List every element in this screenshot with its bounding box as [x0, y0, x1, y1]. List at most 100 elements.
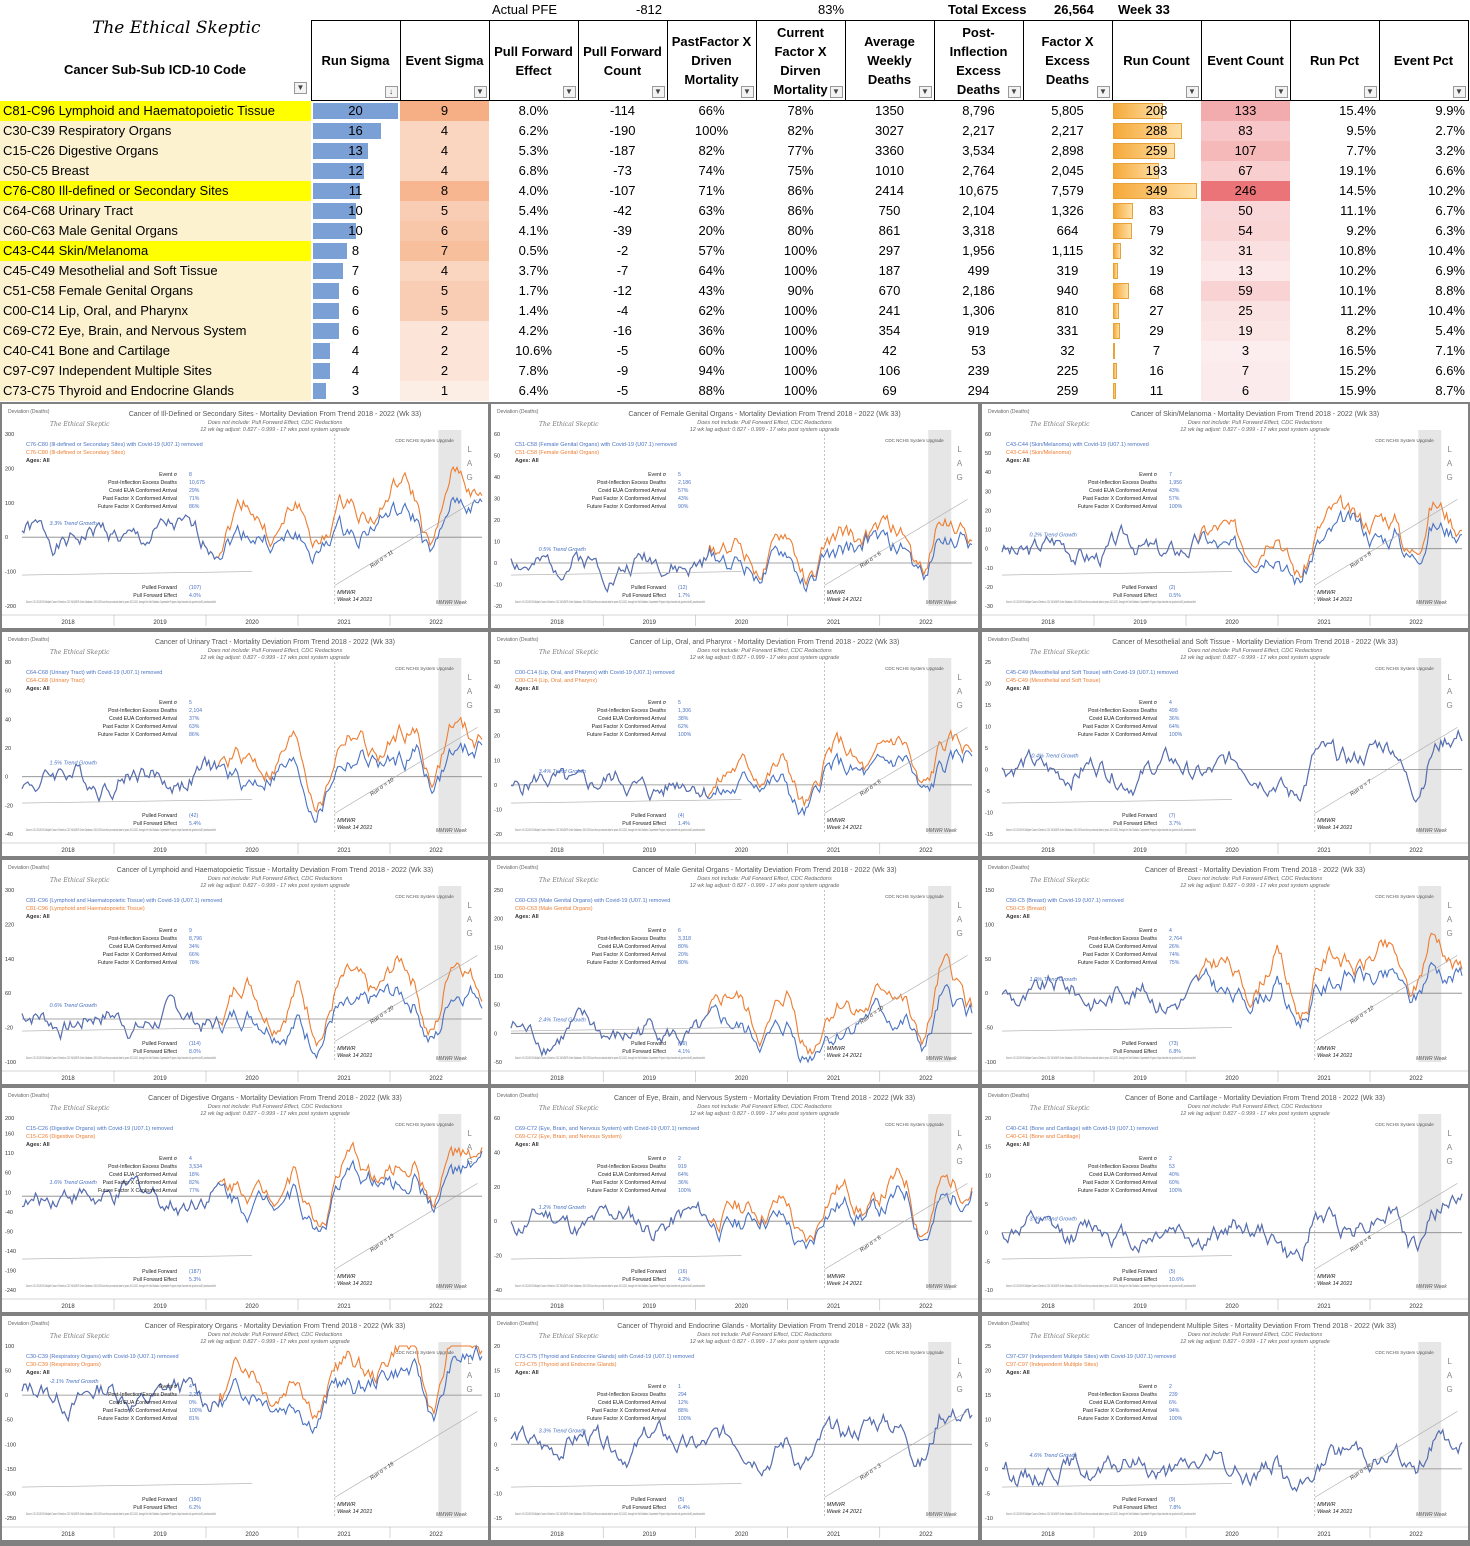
run-count-cell: 259 [1112, 141, 1201, 161]
run-sigma-bar [313, 162, 364, 179]
past-factor-x: 63% [698, 203, 725, 218]
stat-label: Post-Inflection Excess Deaths [1088, 708, 1157, 714]
stat-value: 1,306 [678, 708, 691, 714]
filter-dropdown[interactable]: ▼ [1452, 86, 1466, 98]
row-label: C69-C72 Eye, Brain, and Nervous System [0, 320, 311, 341]
filter-dropdown[interactable]: ▼ [562, 86, 576, 98]
total-excess-label: Total Excess [948, 2, 1027, 17]
stat-value: 12% [678, 1400, 689, 1406]
x-year-label: 2019 [1133, 1532, 1147, 1538]
system-upgrade-note: CDC NCHS System Upgrade [1375, 894, 1434, 899]
run-sigma-prefix: Run σ = [369, 781, 390, 798]
run-sigma-prefix: Run σ = [859, 1237, 880, 1254]
past-factor-x: 71% [698, 183, 725, 198]
stat-value: 2 [678, 1156, 681, 1162]
run-count-cell: 349 [1112, 181, 1201, 201]
legend-series-orange: C81-C96 (Lymphoid and Haematopoietic Tis… [26, 906, 145, 912]
filter-dropdown[interactable]: ▼ [473, 86, 487, 98]
factor-x-excess: 2,898 [1051, 143, 1084, 158]
trend-growth-label: 0.2% Trend Growth [1030, 533, 1077, 539]
x-year-label: 2021 [827, 1304, 841, 1310]
summary-table: Run Sigma ↓ Event Sigma ▼ Pull Forward Effec… [0, 20, 1469, 401]
source-note: Source: US CDC/NCHS Multiple Cause of De… [515, 600, 705, 604]
run-sigma-bar [313, 342, 330, 359]
event-sigma-heat [400, 140, 489, 161]
x-year-label: 2021 [337, 1076, 351, 1082]
event-pct: 8.8% [1435, 283, 1465, 298]
pull-forward-effect-label: Pull Forward Effect [1113, 1049, 1157, 1055]
filter-dropdown[interactable]: ↓ [384, 86, 398, 98]
run-sigma-cell: 13 [311, 141, 400, 161]
stat-value: 1,956 [1169, 480, 1182, 486]
chart-title: Cancer of Skin/Melanoma - Mortality Devi… [1131, 411, 1379, 418]
event-count-heat [1201, 220, 1290, 241]
filter-dropdown[interactable]: ▼ [651, 86, 665, 98]
filter-dropdown[interactable]: ▼ [829, 86, 843, 98]
pull-forward-effect-value: 4.1% [678, 1049, 690, 1055]
stat-value: 86% [189, 732, 200, 738]
filter-dropdown[interactable]: ▼ [1007, 86, 1021, 98]
event-count-cell: 67 [1201, 160, 1290, 181]
actual-pfe-label: Actual PFE [492, 2, 558, 17]
stat-value: 100% [678, 1188, 692, 1194]
run-pct: 10.1% [1339, 283, 1376, 298]
table-row: C45-C49 Mesothelial and Soft Tissue 7 4 3.7… [0, 260, 1468, 281]
column-header-label: Pull Forward Effect [494, 43, 573, 78]
stat-label: Event σ [159, 1384, 178, 1390]
mmwr-label: MMWR [337, 818, 355, 824]
x-year-label: 2019 [153, 620, 167, 626]
lag-letter: G [956, 473, 962, 482]
chart-brand: The Ethical Skeptic [1030, 877, 1090, 884]
x-year-label: 2018 [550, 1532, 564, 1538]
event-sigma-value: 2 [440, 363, 449, 378]
chart-title: Cancer of Bone and Cartilage - Mortality… [1125, 1095, 1385, 1102]
filter-dropdown[interactable]: ▼ [918, 86, 932, 98]
lag-letter: A [1447, 687, 1453, 696]
trend-growth-label: 1.2% Trend Growth [539, 1205, 586, 1211]
lag-letter: G [466, 929, 472, 938]
pull-forward-effect: 8.0% [518, 103, 549, 119]
event-sigma-heat [400, 320, 489, 341]
filter-dropdown-code[interactable]: ▼ [294, 82, 307, 94]
x-year-label: 2020 [735, 1304, 749, 1310]
factor-x-excess: 940 [1056, 283, 1079, 298]
event-sigma-cell: 5 [400, 280, 489, 301]
pulled-forward-value: (9) [1169, 1497, 1176, 1503]
series-line-blue [1001, 961, 1463, 1030]
stat-value: 2,104 [189, 708, 202, 714]
lag-letter: L [1447, 673, 1452, 682]
past-factor-x: 74% [698, 163, 725, 178]
filter-dropdown[interactable]: ▼ [1274, 86, 1288, 98]
y-axis-label: Deviation (Deaths) [497, 1093, 539, 1099]
y-tick-label: -140 [5, 1249, 16, 1255]
pull-forward-count: -5 [616, 343, 629, 358]
mmwr-week-label: Week 14 2021 [827, 597, 862, 603]
filter-dropdown[interactable]: ▼ [1185, 86, 1199, 98]
stat-label: Event σ [1139, 472, 1158, 478]
chart-subtitle: 12 wk lag adjust: 0.827 - 0.999 - 17 wks… [690, 1111, 840, 1117]
stat-value: 80% [678, 960, 689, 966]
chart-brand: The Ethical Skeptic [50, 877, 110, 884]
stat-value: 71% [189, 496, 200, 502]
ages-label: Ages: All [1006, 686, 1030, 692]
filter-dropdown[interactable]: ▼ [740, 86, 754, 98]
stat-label: Past Factor X Conformed Arrival [103, 724, 177, 730]
series-line-orange [21, 954, 483, 1048]
current-factor-x: 78% [787, 103, 814, 119]
pulled-forward-value: (5) [1169, 1269, 1176, 1275]
average-weekly-deaths: 750 [878, 203, 901, 218]
run-trend-line [1314, 1411, 1458, 1498]
mortality-chart-panel: L A G CDC NCHS System Upgrade Cancer of Eye,… [491, 1088, 978, 1312]
filter-dropdown[interactable]: ▼ [1096, 86, 1110, 98]
run-count-bar [1113, 282, 1130, 299]
stat-value: 239 [1169, 1392, 1178, 1398]
post-inflection-excess: 2,764 [962, 163, 995, 178]
run-sigma-value: 7 [351, 263, 360, 278]
run-count-bar [1113, 242, 1121, 259]
y-tick-label: 30 [494, 709, 500, 715]
legend-series-blue: C76-C80 (Ill-defined or Secondary Sites)… [26, 442, 203, 448]
stat-label: Past Factor X Conformed Arrival [1083, 496, 1157, 502]
filter-dropdown[interactable]: ▼ [1363, 86, 1377, 98]
summary-spreadsheet: The Ethical Skeptic Actual PFE -812 83% … [0, 0, 1470, 402]
event-count-cell: 31 [1201, 240, 1290, 261]
